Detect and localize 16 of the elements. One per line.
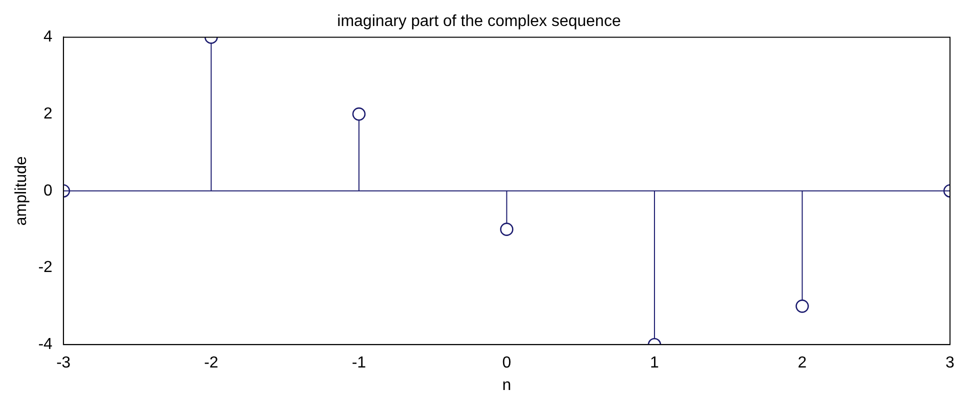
y-tick-label: -2 — [38, 259, 53, 276]
y-tick-label: -4 — [38, 336, 53, 354]
chart-title: imaginary part of the complex sequence — [337, 13, 621, 30]
point — [500, 222, 514, 236]
x-axis-title: n — [502, 376, 512, 394]
x-tick-label: -3 — [56, 354, 71, 372]
y-axis-title: amplitude — [13, 156, 30, 226]
x-tick-label: 2 — [798, 354, 807, 372]
x-tick-label: -1 — [352, 354, 366, 372]
x-tick-label: 3 — [946, 354, 955, 372]
x-tick-label: 1 — [650, 354, 660, 372]
x-tick-label: -2 — [204, 354, 218, 372]
x-tick-label: 0 — [502, 354, 512, 372]
y-tick-label: 0 — [44, 182, 53, 200]
y-tick-label: 4 — [44, 28, 53, 46]
y-tick-label: 2 — [44, 105, 53, 122]
